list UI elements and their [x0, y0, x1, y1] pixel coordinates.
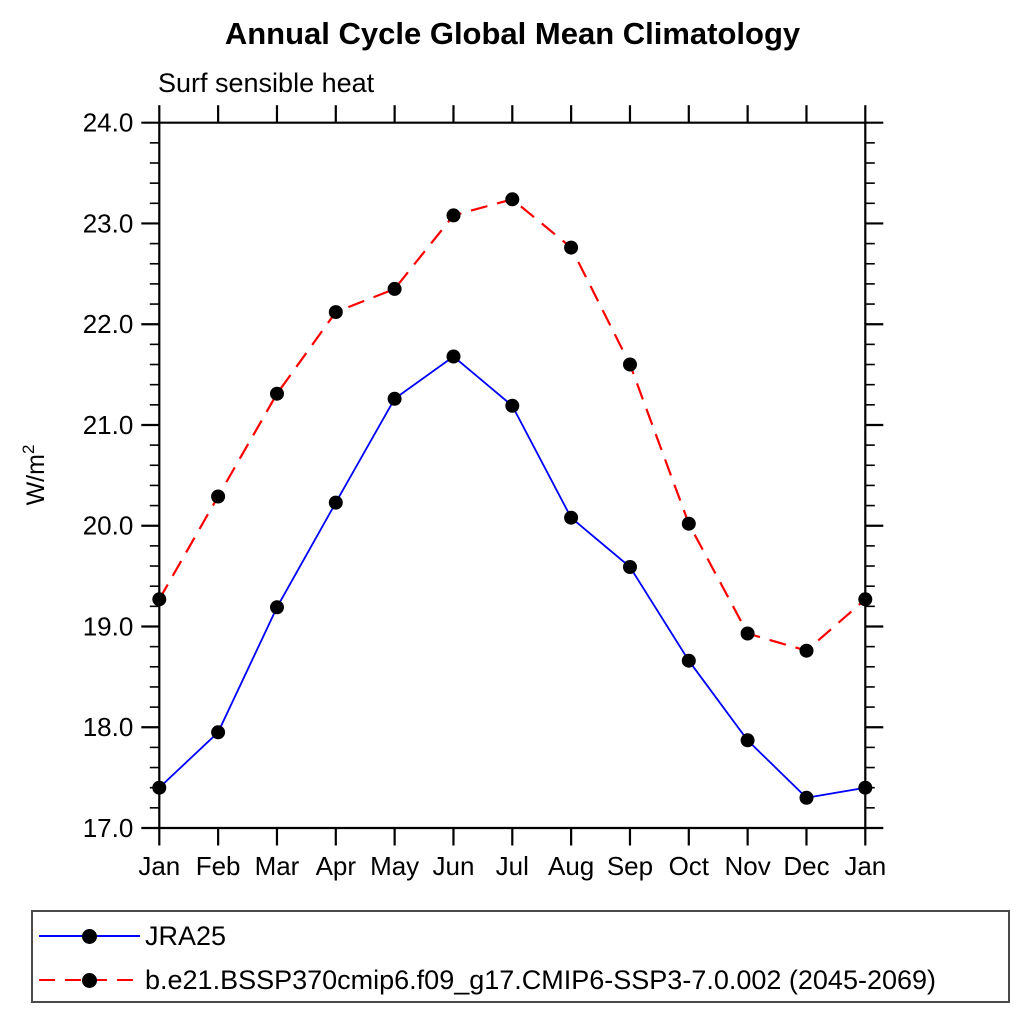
- svg-text:23.0: 23.0: [83, 208, 134, 238]
- legend-entry-model: b.e21.BSSP370cmip6.f09_g17.CMIP6-SSP3-7.…: [39, 965, 936, 995]
- legend-marker-dot-icon: [82, 973, 97, 988]
- svg-text:May: May: [370, 851, 419, 881]
- legend-marker-dot-icon: [82, 929, 97, 944]
- svg-text:Oct: Oct: [669, 851, 710, 881]
- svg-text:22.0: 22.0: [83, 309, 134, 339]
- legend-label-model: b.e21.BSSP370cmip6.f09_g17.CMIP6-SSP3-7.…: [145, 964, 937, 995]
- svg-text:W/m2: W/m2: [19, 445, 50, 506]
- chart-subtitle: Surf sensible heat: [158, 68, 375, 98]
- svg-text:Jan: Jan: [844, 851, 886, 881]
- svg-text:20.0: 20.0: [83, 511, 134, 541]
- svg-text:Jan: Jan: [138, 851, 180, 881]
- svg-text:Nov: Nov: [725, 851, 771, 881]
- legend-line-sample: [39, 921, 140, 951]
- chart-plot-area: 17.0 18.0 19.0 20.0 21.0 22.0 23.0 24.0 Jan Feb Ma…: [19, 105, 886, 881]
- svg-text:18.0: 18.0: [83, 712, 134, 742]
- svg-text:21.0: 21.0: [83, 410, 134, 440]
- svg-text:Apr: Apr: [316, 851, 357, 881]
- svg-text:24.0: 24.0: [83, 108, 134, 138]
- svg-text:Dec: Dec: [783, 851, 829, 881]
- legend-label-jra25: JRA25: [145, 920, 227, 951]
- svg-text:17.0: 17.0: [83, 813, 134, 843]
- svg-text:19.0: 19.0: [83, 611, 134, 641]
- svg-text:Mar: Mar: [255, 851, 300, 881]
- svg-text:Aug: Aug: [548, 851, 594, 881]
- svg-text:Sep: Sep: [607, 851, 653, 881]
- svg-text:Jul: Jul: [496, 851, 529, 881]
- legend-entry-jra25: JRA25: [39, 921, 226, 951]
- chart-title: Annual Cycle Global Mean Climatology: [224, 16, 801, 51]
- legend-line-sample: [39, 965, 140, 995]
- svg-text:Jun: Jun: [433, 851, 475, 881]
- legend: JRA25 b.e21.BSSP370cmip6.f09_g17.CMIP6-S…: [31, 910, 1010, 1003]
- svg-text:Feb: Feb: [196, 851, 241, 881]
